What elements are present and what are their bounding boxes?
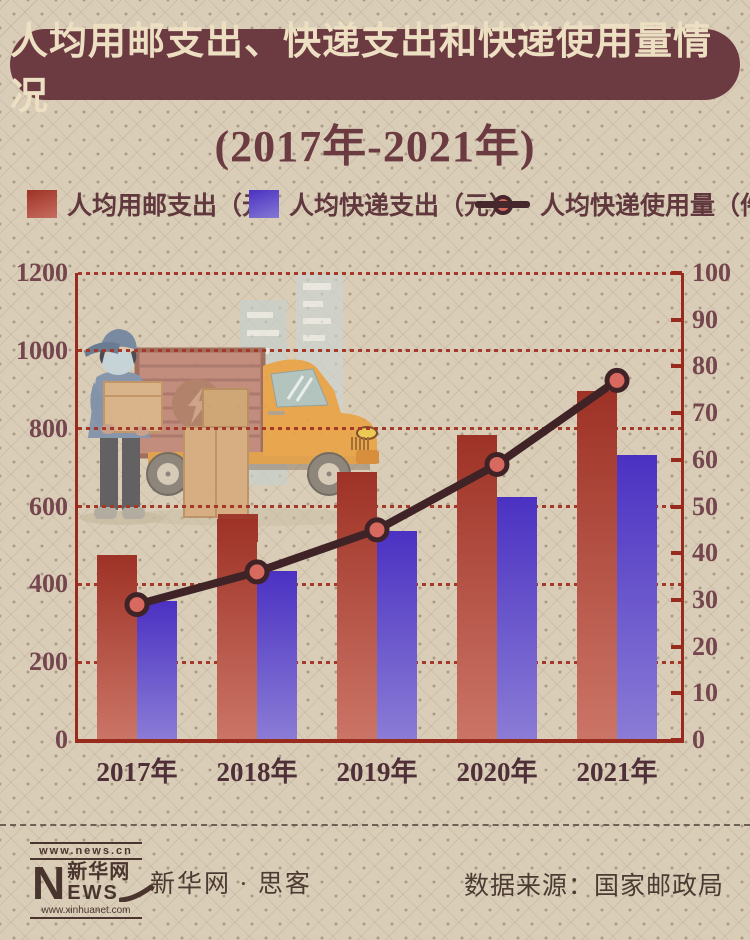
usage-line-marker xyxy=(604,367,630,393)
left-axis-tick-label: 1000 xyxy=(16,335,68,365)
title-banner: 人均用邮支出、快递支出和快递使用量情况 xyxy=(10,21,740,118)
left-y-axis-line xyxy=(75,273,78,743)
left-axis-tick-label: 800 xyxy=(29,413,68,443)
page-title: 人均用邮支出、快递支出和快递使用量情况 xyxy=(10,20,713,118)
logo-letter-n: N xyxy=(32,857,66,909)
logo-mark: N 新华网 EWS xyxy=(30,857,153,909)
right-axis-tick xyxy=(671,551,682,556)
data-source-text: 数据来源：国家邮政局 xyxy=(463,873,724,900)
bar-express-expenditure xyxy=(137,601,177,740)
bar-postal-expenditure xyxy=(337,471,377,740)
footer-divider xyxy=(0,824,750,826)
right-y-axis-line xyxy=(681,273,684,743)
logo-url-bottom: www.xinhuanet.com xyxy=(30,905,142,919)
right-axis-tick xyxy=(671,738,682,742)
gridline xyxy=(78,427,682,431)
left-axis-tick-label: 1200 xyxy=(16,258,68,287)
xinhuanet-logo: www.news.cn N 新华网 EWS www.xinhuanet.com xyxy=(30,842,153,919)
right-axis-tick-label: 30 xyxy=(692,584,718,614)
x-axis-category-label: 2019年 xyxy=(336,757,418,787)
logo-url-top: www.news.cn xyxy=(30,842,142,860)
blue-bar-swatch-icon xyxy=(249,190,279,218)
right-axis-tick xyxy=(671,504,682,509)
line-swatch-stroke xyxy=(475,201,530,208)
bar-postal-expenditure xyxy=(217,519,257,740)
right-axis-tick-label: 40 xyxy=(692,538,718,568)
bar-postal-expenditure xyxy=(97,554,137,740)
left-axis-tick-label: 0 xyxy=(55,725,68,754)
right-axis-tick xyxy=(671,271,682,275)
right-axis-tick-label: 50 xyxy=(692,491,718,521)
right-axis-tick-label: 70 xyxy=(692,398,718,428)
right-axis-tick xyxy=(671,644,682,649)
bar-postal-expenditure xyxy=(577,390,617,740)
legend-label: 人均快递使用量（件） xyxy=(540,193,750,220)
gridline xyxy=(78,271,682,275)
right-axis-tick-label: 10 xyxy=(692,678,718,708)
usage-line-marker xyxy=(124,592,150,618)
page-subtitle: (2017年-2021年) xyxy=(214,122,536,171)
bar-express-expenditure xyxy=(257,571,297,740)
x-axis-category-label: 2021年 xyxy=(576,757,658,787)
right-axis-tick xyxy=(671,411,682,416)
left-axis-tick-label: 600 xyxy=(29,491,68,521)
right-axis-tick xyxy=(671,317,682,322)
right-axis-tick xyxy=(671,457,682,462)
usage-line-marker xyxy=(244,559,270,585)
gridline xyxy=(78,349,682,353)
right-axis-tick xyxy=(671,364,682,369)
usage-line-marker xyxy=(364,517,390,543)
bar-express-expenditure xyxy=(617,454,657,740)
line-marker-swatch-icon xyxy=(475,188,530,220)
brand-text: 新华网 · 思客 xyxy=(150,871,312,898)
bar-express-expenditure xyxy=(497,497,537,740)
right-axis-tick-label: 60 xyxy=(692,444,718,474)
usage-line-marker xyxy=(484,451,510,477)
x-axis-category-label: 2020年 xyxy=(456,757,538,787)
x-axis-line xyxy=(75,739,684,743)
red-bar-swatch-icon xyxy=(27,190,57,218)
x-axis-category-label: 2017年 xyxy=(96,757,178,787)
logo-swoosh-icon xyxy=(118,884,153,902)
right-axis-tick-label: 80 xyxy=(692,351,718,381)
logo-chinese-name: 新华网 xyxy=(67,861,131,883)
legend-item-usage: 人均快递使用量（件） xyxy=(475,188,750,220)
right-axis-tick xyxy=(671,597,682,602)
logo-letters-ews: EWS xyxy=(67,882,119,904)
gridline xyxy=(78,505,682,508)
left-axis-tick-label: 400 xyxy=(29,569,68,599)
chart-legend: 人均用邮支出（元） 人均快递支出（元） 人均快递使用量（件） xyxy=(0,188,750,222)
right-axis-tick-label: 90 xyxy=(692,304,718,334)
right-axis-tick xyxy=(671,691,682,696)
left-axis-tick-label: 200 xyxy=(29,647,68,677)
bar-express-expenditure xyxy=(377,531,417,740)
right-axis-tick-label: 100 xyxy=(692,258,731,287)
x-axis-category-label: 2018年 xyxy=(216,757,298,787)
right-axis-tick-label: 0 xyxy=(692,725,705,754)
usage-line xyxy=(133,376,621,609)
right-axis-tick-label: 20 xyxy=(692,631,718,661)
